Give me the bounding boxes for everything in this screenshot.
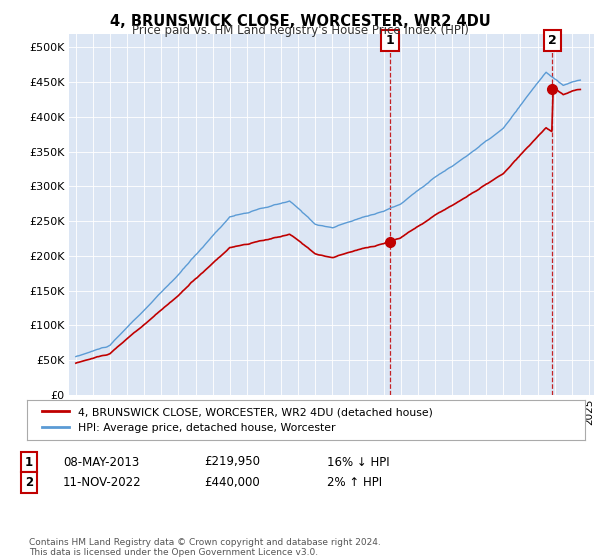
Text: 08-MAY-2013: 08-MAY-2013 — [63, 455, 139, 469]
Text: 11-NOV-2022: 11-NOV-2022 — [63, 476, 142, 489]
Legend: 4, BRUNSWICK CLOSE, WORCESTER, WR2 4DU (detached house), HPI: Average price, det: 4, BRUNSWICK CLOSE, WORCESTER, WR2 4DU (… — [38, 403, 437, 437]
Text: 4, BRUNSWICK CLOSE, WORCESTER, WR2 4DU: 4, BRUNSWICK CLOSE, WORCESTER, WR2 4DU — [110, 14, 490, 29]
Text: 16% ↓ HPI: 16% ↓ HPI — [327, 455, 389, 469]
Text: 1: 1 — [25, 455, 33, 469]
Text: Price paid vs. HM Land Registry's House Price Index (HPI): Price paid vs. HM Land Registry's House … — [131, 24, 469, 37]
Text: 2: 2 — [548, 34, 557, 47]
Text: Contains HM Land Registry data © Crown copyright and database right 2024.
This d: Contains HM Land Registry data © Crown c… — [29, 538, 380, 557]
Text: 1: 1 — [385, 34, 394, 47]
Text: £440,000: £440,000 — [204, 476, 260, 489]
Text: 2% ↑ HPI: 2% ↑ HPI — [327, 476, 382, 489]
Text: £219,950: £219,950 — [204, 455, 260, 469]
Text: 2: 2 — [25, 476, 33, 489]
